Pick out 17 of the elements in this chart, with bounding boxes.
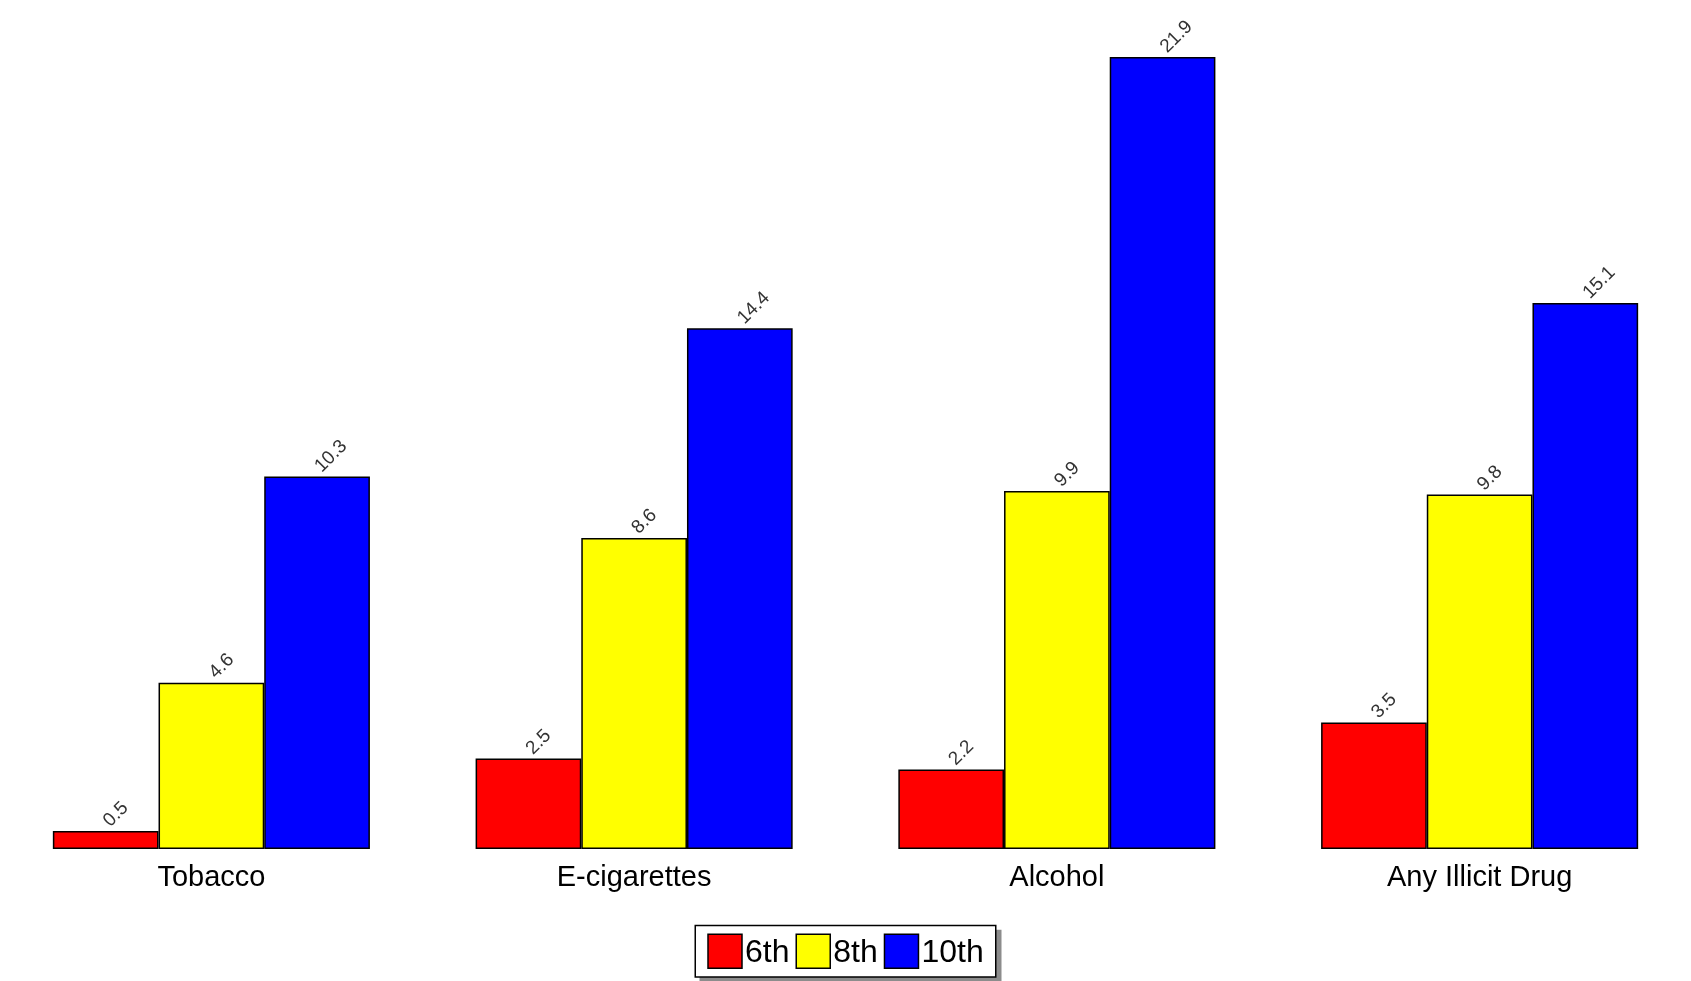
data-label: 0.5	[98, 796, 132, 831]
data-label: 9.8	[1472, 460, 1506, 495]
legend-label: 6th	[745, 933, 790, 970]
x-tick-label: Any Illicit Drug	[1386, 859, 1573, 892]
data-label: 4.6	[203, 648, 238, 683]
data-label: 10.3	[309, 434, 351, 476]
data-label: 8.6	[626, 503, 661, 538]
data-label: 15.1	[1577, 261, 1619, 303]
x-tick-label: Tobacco	[157, 859, 266, 892]
data-label: 9.9	[1049, 456, 1083, 491]
data-label: 2.2	[943, 735, 978, 769]
legend-label: 10th	[921, 933, 984, 970]
data-label: 2.5	[521, 724, 555, 759]
x-tick-label: E-cigarettes	[556, 859, 712, 892]
data-label: 3.5	[1366, 688, 1401, 722]
legend-label: 8th	[833, 933, 878, 970]
x-tick-label: Alcohol	[1009, 859, 1105, 892]
